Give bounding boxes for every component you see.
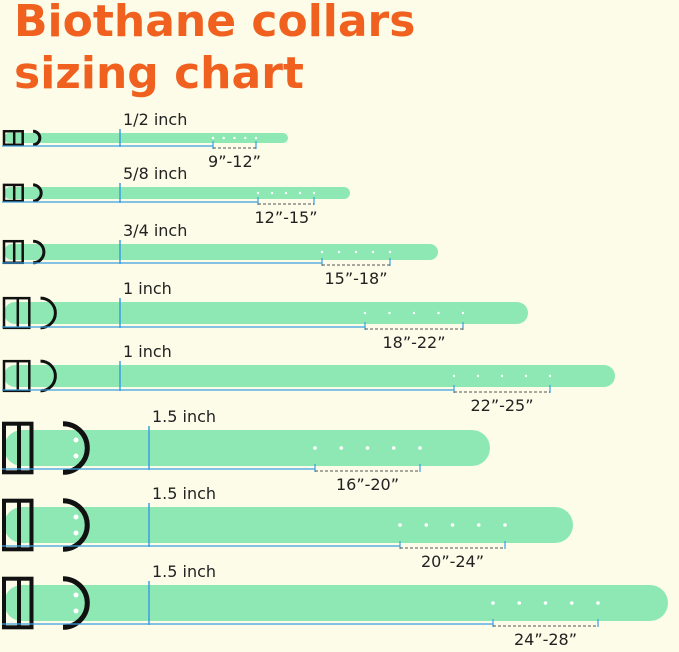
size-label: 12”-15” [254, 208, 317, 227]
hole [524, 374, 528, 378]
hole [391, 446, 396, 450]
strap [4, 365, 615, 387]
hole [222, 136, 225, 140]
width-label: 5/8 inch [123, 164, 187, 183]
hole [569, 601, 574, 605]
title-line: Biothane collars [14, 0, 415, 47]
width-label: 1/2 inch [123, 110, 187, 129]
d-ring [32, 183, 43, 203]
size-label: 24”-28” [514, 630, 577, 649]
size-label: 22”-25” [470, 396, 533, 415]
rivet [73, 530, 79, 536]
width-label: 1 inch [123, 279, 172, 298]
size-label: 20”-24” [421, 552, 484, 571]
strap [4, 430, 490, 466]
hole [256, 191, 260, 195]
hole [339, 446, 344, 450]
hole [354, 250, 358, 254]
size-label: 18”-22” [382, 333, 445, 352]
rivet [73, 608, 79, 614]
hole [452, 374, 456, 378]
hole [284, 191, 288, 195]
d-ring [62, 421, 90, 475]
hole [365, 446, 370, 450]
width-label: 1.5 inch [152, 407, 216, 426]
d-ring [32, 129, 42, 147]
hole [337, 250, 341, 254]
hole [388, 311, 391, 315]
strap [4, 187, 350, 199]
d-ring [62, 576, 90, 630]
hole [371, 250, 375, 254]
hole [298, 191, 302, 195]
hole [211, 136, 215, 140]
hole [398, 523, 402, 527]
hole [312, 191, 316, 195]
hole [244, 136, 247, 140]
hole [548, 374, 552, 378]
width-label: 1.5 inch [152, 562, 216, 581]
hole [461, 311, 465, 315]
rivet [73, 453, 79, 459]
d-ring [62, 498, 90, 552]
width-label: 1 inch [123, 342, 172, 361]
strap [4, 507, 573, 543]
hole [412, 311, 416, 315]
width-label: 3/4 inch [123, 221, 187, 240]
hole [313, 446, 317, 450]
hole [476, 523, 481, 527]
strap [4, 244, 438, 260]
hole [363, 311, 367, 315]
hole [476, 374, 480, 378]
hole [437, 311, 440, 315]
hole [270, 191, 274, 195]
hole [424, 523, 429, 527]
strap [4, 302, 528, 324]
rivet [73, 437, 79, 443]
rivet [73, 592, 79, 598]
hole [254, 136, 258, 140]
size-label: 16”-20” [336, 475, 399, 494]
hole [450, 523, 455, 527]
hole [418, 446, 422, 450]
hole [491, 601, 495, 605]
hole [388, 250, 392, 254]
hole [503, 523, 507, 527]
rivet [73, 514, 79, 520]
hole [233, 136, 236, 140]
size-label: 15”-18” [324, 269, 387, 288]
hole [596, 601, 600, 605]
width-label: 1.5 inch [152, 484, 216, 503]
hole [320, 250, 324, 254]
hole [500, 374, 504, 378]
size-label: 9”-12” [208, 152, 261, 171]
hole [543, 601, 548, 605]
hole [517, 601, 522, 605]
strap [4, 133, 288, 143]
d-ring [32, 239, 46, 265]
title-line: sizing chart [14, 48, 304, 99]
strap [4, 585, 668, 621]
